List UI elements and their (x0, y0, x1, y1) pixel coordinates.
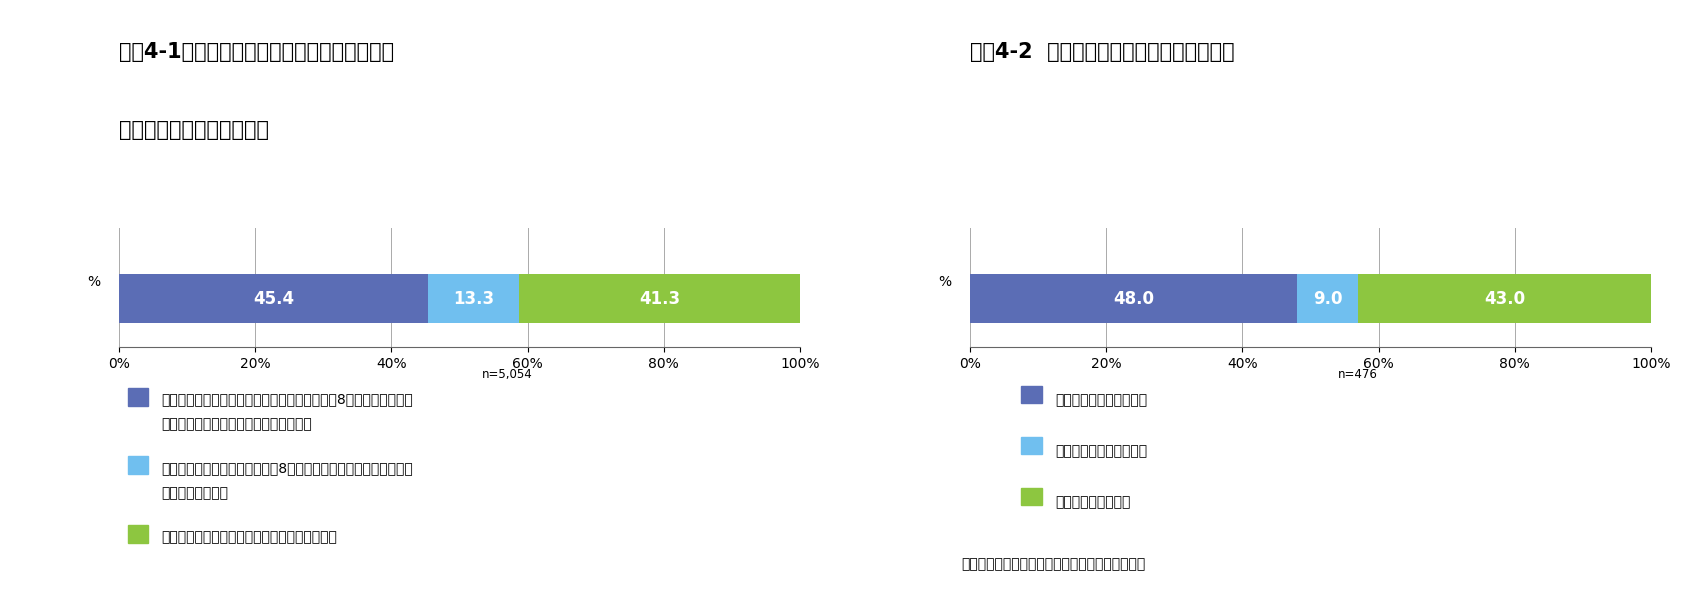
Text: %: % (87, 274, 100, 289)
Text: 相続税納税猶予制度の適用は全く受けていない: 相続税納税猶予制度の適用は全く受けていない (162, 530, 337, 544)
Text: 48.0: 48.0 (1113, 289, 1154, 308)
Text: 一部で適用を受けている: 一部で適用を受けている (1055, 444, 1147, 458)
Text: 45.4: 45.4 (254, 289, 294, 308)
Text: n=5,054: n=5,054 (482, 368, 533, 382)
Bar (429, 274, 519, 323)
Text: 所有している生産緑地の全て、又はほぼ全て（8割以上）において: 所有している生産緑地の全て、又はほぼ全て（8割以上）において (162, 392, 414, 406)
Text: 9.0: 9.0 (1312, 289, 1343, 308)
Text: 適用を受けていない: 適用を受けていない (1055, 495, 1130, 509)
Text: 相続税納税猶予制度の適用を受けている: 相続税納税猶予制度の適用を受けている (162, 418, 313, 431)
Text: 41.3: 41.3 (638, 289, 679, 308)
Text: 43.0: 43.0 (1484, 289, 1525, 308)
Text: 所有している生産緑地の一部（8割未満）で相続税納税猶予制度の: 所有している生産緑地の一部（8割未満）で相続税納税猶予制度の (162, 461, 414, 475)
Text: 図表4-2  生産緑地の相続税納税猶予の適用: 図表4-2 生産緑地の相続税納税猶予の適用 (970, 42, 1234, 62)
Text: n=476: n=476 (1338, 368, 1379, 382)
Text: 13.3: 13.3 (453, 289, 494, 308)
Bar (1358, 274, 1651, 323)
Bar (970, 274, 1297, 323)
Text: 税納税猶予制度の適用状況: 税納税猶予制度の適用状況 (119, 120, 269, 140)
Bar (119, 274, 429, 323)
Text: 全てで適用を受けている: 全てで適用を受けている (1055, 394, 1147, 407)
Text: 図表4-1　所有している生産緑地における相続: 図表4-1 所有している生産緑地における相続 (119, 42, 395, 62)
Text: %: % (938, 274, 951, 289)
Bar (519, 274, 800, 323)
Text: （注）特定市のみ　　（資料）兵庫県総合農政課: （注）特定市のみ （資料）兵庫県総合農政課 (962, 557, 1145, 571)
Text: 適用を受けている: 適用を受けている (162, 486, 228, 500)
Bar (1297, 274, 1358, 323)
